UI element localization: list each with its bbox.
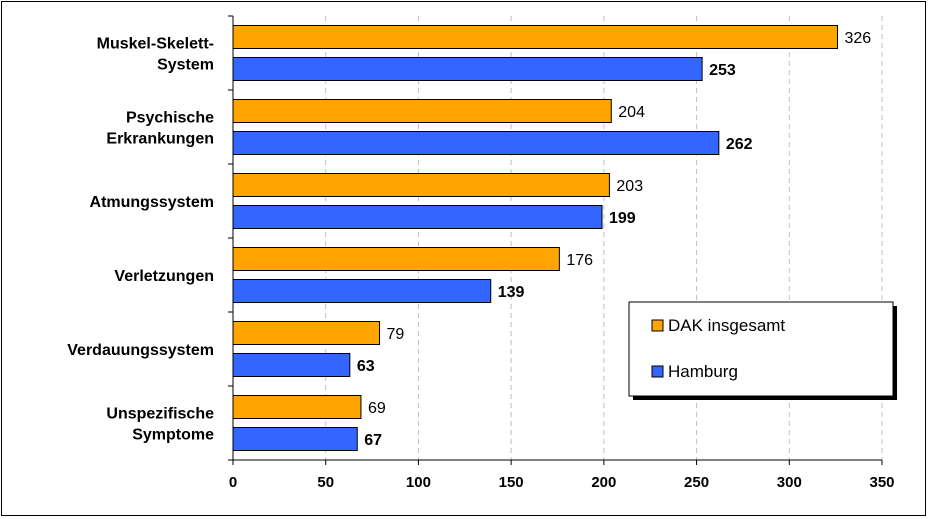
category-labels: Muskel-Skelett- System Psychische Erkrankun… [67, 36, 214, 444]
x-tick-label: 100 [406, 474, 431, 491]
bar-dak-insgesamt [232, 25, 838, 49]
x-tick-label: 0 [229, 474, 237, 491]
x-tick-label: 200 [591, 474, 616, 491]
legend: DAK insgesamt Hamburg [628, 301, 897, 400]
bar-hamburg [232, 427, 358, 451]
legend-label-dak-insgesamt: DAK insgesamt [668, 316, 785, 335]
bar-hamburg [232, 353, 351, 377]
x-tick-label: 350 [869, 474, 894, 491]
value-label: 203 [616, 178, 643, 195]
legend-label-hamburg: Hamburg [668, 362, 738, 381]
category-label: Verdauungssystem [67, 342, 214, 359]
value-label: 63 [357, 358, 375, 375]
bar-dak-insgesamt [232, 173, 610, 197]
value-label: 79 [386, 326, 404, 343]
category-label: System [157, 57, 214, 74]
value-label: 253 [709, 62, 736, 79]
value-label: 199 [609, 210, 636, 227]
x-tick-label: 250 [684, 474, 709, 491]
bar-hamburg [232, 279, 492, 303]
x-tick-labels: 0 50 100 150 200 250 300 350 [229, 474, 895, 491]
category-label: Symptome [132, 427, 214, 444]
x-tick-label: 50 [317, 474, 334, 491]
bar-dak-insgesamt [232, 321, 380, 345]
value-label: 326 [844, 30, 871, 47]
value-label: 67 [364, 432, 382, 449]
value-label: 204 [618, 104, 645, 121]
x-tick-label: 150 [499, 474, 524, 491]
category-label: Unspezifische [106, 406, 214, 423]
x-tick-label: 300 [777, 474, 802, 491]
category-label: Psychische [126, 110, 214, 127]
value-label: 262 [726, 136, 753, 153]
legend-swatch-dak-insgesamt [651, 319, 664, 332]
legend-box [628, 301, 894, 397]
bar-hamburg [232, 57, 703, 81]
category-label: Erkrankungen [106, 131, 214, 148]
bar-dak-insgesamt [232, 247, 560, 271]
legend-swatch-hamburg [651, 365, 664, 378]
value-label: 139 [498, 284, 525, 301]
value-label: 176 [566, 252, 593, 269]
axes [228, 15, 883, 465]
value-labels: 326 253 204 262 203 199 176 139 79 63 69 67 [357, 30, 871, 449]
category-label: Muskel-Skelett- [97, 36, 214, 53]
bar-hamburg [232, 131, 720, 155]
bar-hamburg [232, 205, 603, 229]
category-label: Verletzungen [114, 268, 214, 285]
bar-dak-insgesamt [232, 99, 612, 123]
bar-dak-insgesamt [232, 395, 362, 419]
category-label: Atmungssystem [90, 194, 214, 211]
value-label: 69 [368, 400, 386, 417]
